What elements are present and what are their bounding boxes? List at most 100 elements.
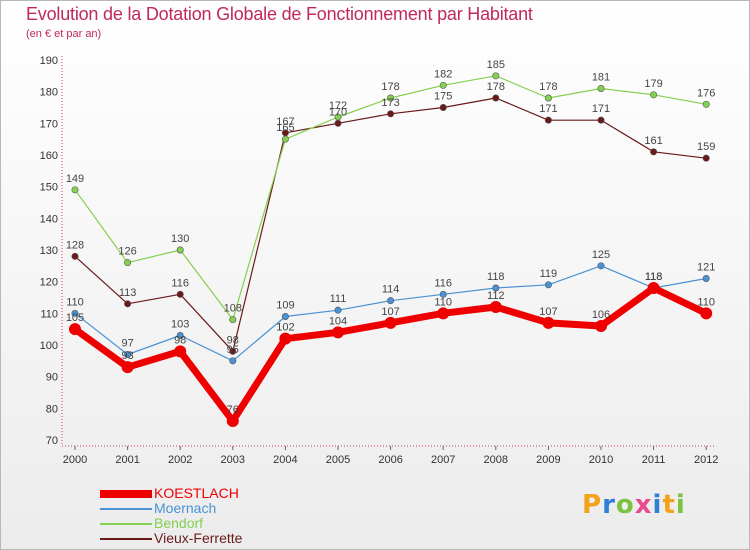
data-label: 171	[592, 103, 610, 115]
data-point	[440, 104, 446, 110]
data-point	[598, 117, 604, 123]
logo-letter: i	[676, 490, 686, 520]
data-label: 108	[224, 303, 242, 315]
y-tick-label: 160	[40, 150, 58, 162]
data-label: 110	[697, 296, 715, 308]
legend-item: Moernach	[100, 501, 242, 516]
data-point	[124, 301, 130, 307]
x-tick-label: 2000	[63, 454, 87, 466]
logo-letter: P	[582, 490, 602, 520]
data-label: 171	[539, 103, 557, 115]
data-label: 105	[66, 312, 84, 324]
data-point	[72, 187, 78, 193]
x-tick-label: 2002	[168, 454, 192, 466]
data-point	[279, 333, 291, 345]
data-label: 126	[118, 246, 136, 258]
data-point	[387, 111, 393, 117]
data-label: 116	[171, 277, 189, 289]
data-point	[124, 259, 130, 265]
x-tick-label: 2007	[431, 454, 455, 466]
data-label: 113	[119, 287, 137, 299]
data-label: 159	[697, 141, 715, 153]
data-point	[700, 307, 712, 319]
proxiti-logo: Proxiti	[582, 490, 686, 520]
data-point	[69, 323, 81, 335]
x-tick-label: 2001	[115, 454, 139, 466]
x-tick-label: 2008	[484, 454, 508, 466]
legend-label: Moernach	[154, 501, 216, 516]
data-label: 178	[539, 81, 557, 93]
data-label: 110	[66, 296, 84, 308]
data-point	[703, 155, 709, 161]
data-label: 121	[697, 262, 715, 274]
data-point	[230, 316, 236, 322]
data-label: 128	[66, 239, 84, 251]
data-point	[545, 95, 551, 101]
y-tick-label: 120	[40, 277, 58, 289]
data-point	[335, 120, 341, 126]
data-point	[230, 358, 236, 364]
y-tick-label: 90	[46, 372, 58, 384]
data-point	[542, 317, 554, 329]
data-label: 176	[697, 87, 715, 99]
data-label: 118	[645, 271, 663, 283]
data-label: 161	[644, 135, 662, 147]
data-label: 106	[592, 309, 610, 321]
data-point	[387, 297, 393, 303]
chart-legend: KOESTLACH Moernach Bendorf Vieux-Ferrette	[100, 486, 242, 546]
data-label: 178	[487, 81, 505, 93]
data-point	[174, 345, 186, 357]
data-point	[437, 307, 449, 319]
data-label: 104	[329, 315, 347, 327]
data-label: 119	[540, 268, 558, 280]
data-point	[177, 291, 183, 297]
data-label: 107	[381, 306, 399, 318]
data-label: 111	[330, 293, 347, 305]
data-label: 149	[66, 173, 84, 185]
data-label: 130	[171, 233, 189, 245]
data-point	[332, 326, 344, 338]
y-tick-label: 170	[40, 118, 58, 130]
data-label: 76	[227, 404, 239, 416]
data-point	[493, 95, 499, 101]
data-label: 102	[276, 322, 294, 334]
data-point	[385, 317, 397, 329]
legend-swatch	[100, 538, 152, 540]
data-label: 103	[171, 319, 189, 331]
data-point	[493, 73, 499, 79]
data-point	[598, 85, 604, 91]
data-point	[282, 136, 288, 142]
data-label: 185	[487, 59, 505, 71]
data-point	[227, 415, 239, 427]
data-point	[122, 361, 134, 373]
data-label: 98	[174, 334, 186, 346]
data-label: 112	[487, 290, 505, 302]
data-label: 118	[487, 271, 505, 283]
data-point	[490, 301, 502, 313]
y-tick-label: 130	[40, 245, 58, 257]
data-point	[177, 247, 183, 253]
legend-label: KOESTLACH	[154, 486, 239, 501]
data-point	[440, 82, 446, 88]
data-label: 165	[276, 122, 294, 134]
logo-letter: o	[616, 490, 635, 520]
y-tick-label: 190	[40, 55, 58, 67]
x-tick-label: 2009	[536, 454, 560, 466]
logo-letter: r	[602, 490, 616, 520]
data-point	[282, 313, 288, 319]
y-tick-label: 140	[40, 213, 58, 225]
x-tick-label: 2005	[326, 454, 350, 466]
legend-label: Vieux-Ferrette	[154, 531, 242, 546]
data-label: 182	[434, 68, 452, 80]
data-point	[650, 149, 656, 155]
data-point	[72, 253, 78, 259]
logo-letter: i	[653, 490, 663, 520]
legend-swatch	[100, 523, 152, 525]
logo-letter: t	[662, 490, 675, 520]
data-label: 93	[121, 350, 133, 362]
legend-label: Bendorf	[154, 516, 203, 531]
logo-letter: x	[635, 490, 653, 520]
x-tick-label: 2003	[221, 454, 245, 466]
data-label: 110	[434, 296, 452, 308]
data-label: 179	[644, 78, 662, 90]
